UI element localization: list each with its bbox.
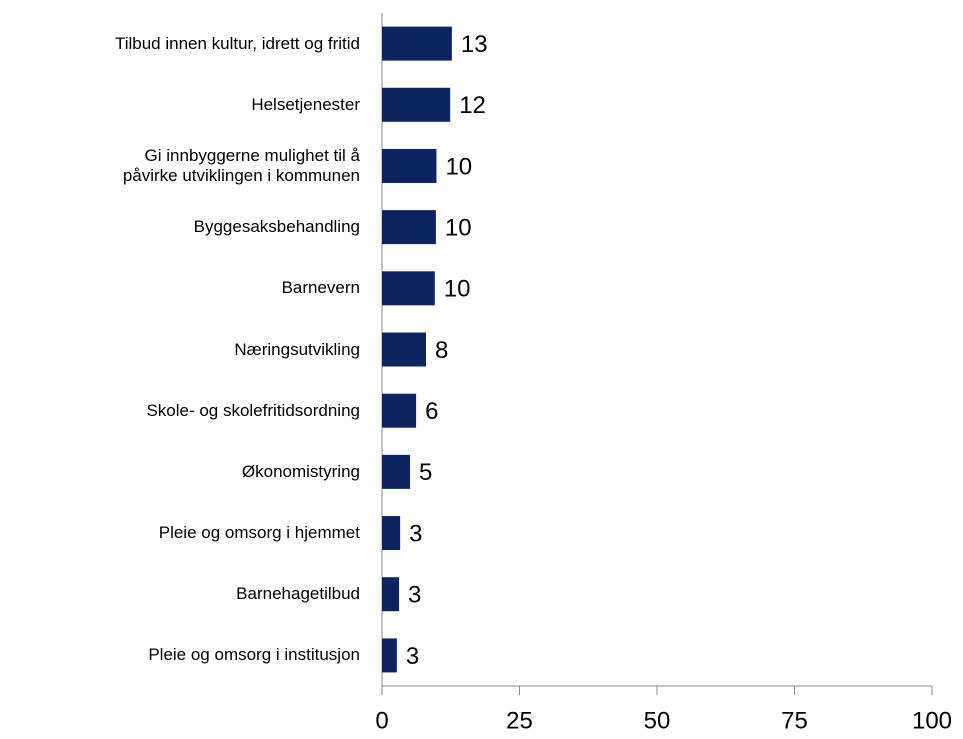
bar [382,148,437,183]
x-tick-label: 50 [644,707,671,734]
bar [382,87,451,122]
x-tick-label: 100 [912,707,952,734]
bar [382,516,401,551]
x-tick-label: 25 [506,707,533,734]
value-label: 3 [408,582,421,609]
category-label: Næringsutvikling [234,339,360,359]
value-label: 10 [445,153,472,180]
bar [382,454,411,489]
x-tick-label: 0 [375,707,388,734]
bar [382,210,436,245]
value-label: 12 [459,92,486,119]
value-label: 5 [419,459,432,486]
category-label: Tilbud innen kultur, idrett og fritid [114,33,360,53]
value-label: 13 [461,31,488,58]
category-label: Pleie og omsorg i hjemmet [158,523,360,543]
value-label: 8 [435,337,448,364]
category-label: Økonomistyring [241,461,360,481]
x-tick-label: 75 [781,707,808,734]
value-label: 3 [406,643,419,670]
value-label: 10 [444,276,471,303]
bar [382,271,435,306]
bar [382,26,452,61]
bar [382,638,397,673]
category-label: Pleie og omsorg i institusjon [148,645,360,665]
value-label: 3 [409,520,422,547]
category-label: Skole- og skolefritidsordning [146,400,360,420]
category-label: Barnevern [281,278,360,298]
value-label: 6 [425,398,438,425]
category-label: Barnehagetilbud [236,584,360,604]
bar [382,393,417,428]
category-label: Byggesaksbehandling [193,217,360,237]
category-label: Helsetjenester [251,94,360,114]
bar [382,332,426,367]
value-label: 10 [445,214,472,241]
category-label: Gi innbyggerne mulighet til å påvirke ut… [122,145,360,185]
bar [382,577,400,612]
